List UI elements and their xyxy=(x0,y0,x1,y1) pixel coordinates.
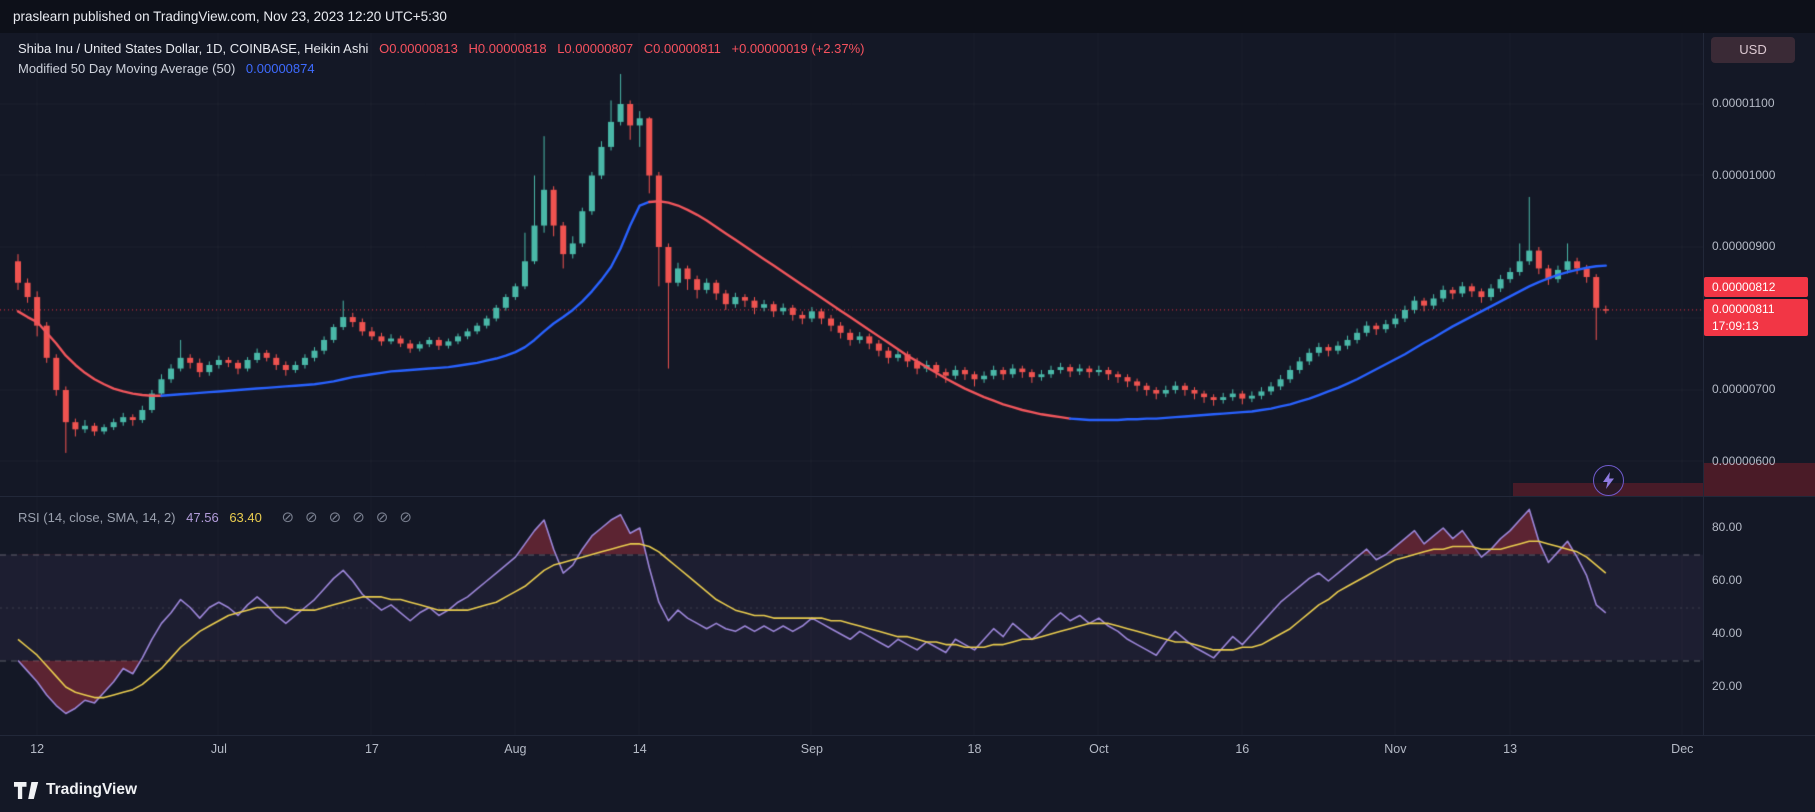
time-axis-border xyxy=(0,735,1815,736)
time-axis-label: Jul xyxy=(210,742,227,756)
time-axis-label: 13 xyxy=(1503,742,1518,756)
price-line-badge: 0.00000812 xyxy=(1704,277,1808,297)
price-axis-label: 0.00000900 xyxy=(1712,239,1776,253)
last-price-badge: 0.00000811 17:09:13 xyxy=(1704,299,1808,336)
footer-bar: TradingView xyxy=(0,768,1815,812)
lightning-icon xyxy=(1603,472,1614,489)
time-axis-label: Dec xyxy=(1671,742,1694,756)
time-axis-label: 12 xyxy=(30,742,45,756)
rsi-axis-label: 80.00 xyxy=(1712,520,1743,534)
time-axis-label: Nov xyxy=(1384,742,1407,756)
pane-divider[interactable] xyxy=(0,496,1815,497)
price-axis-border xyxy=(1703,33,1704,735)
time-axis[interactable] xyxy=(0,735,1815,768)
indicator-disabled-icons[interactable]: ⊘⊘⊘⊘⊘⊘ xyxy=(281,509,423,526)
rsi-axis-label: 40.00 xyxy=(1712,626,1743,640)
price-axis-label: 0.00000700 xyxy=(1712,382,1776,396)
currency-usd-button[interactable]: USD xyxy=(1711,37,1795,63)
bar-countdown: 17:09:13 xyxy=(1712,319,1759,333)
last-price-value: 0.00000811 xyxy=(1712,302,1775,316)
price-axis-label: 0.00000600 xyxy=(1712,453,1776,468)
rsi-chart-canvas[interactable] xyxy=(0,497,1703,735)
price-axis-label: 0.00001100 xyxy=(1712,96,1775,110)
highlight-axis-block xyxy=(1704,463,1815,496)
time-axis-label: 18 xyxy=(967,742,982,756)
tradingview-logo-icon[interactable] xyxy=(14,781,39,799)
time-axis-label: 14 xyxy=(632,742,647,756)
time-axis-label: Sep xyxy=(800,742,824,756)
time-axis-label: Aug xyxy=(504,742,527,756)
time-axis-label: Oct xyxy=(1089,742,1109,756)
price-axis-label: 0.00001000 xyxy=(1712,167,1776,182)
rsi-axis-label: 60.00 xyxy=(1712,573,1743,587)
publish-text: praslearn published on TradingView.com, … xyxy=(13,9,447,24)
time-axis-label: 16 xyxy=(1235,742,1250,756)
rsi-axis-label: 20.00 xyxy=(1712,679,1743,693)
tradingview-wordmark[interactable]: TradingView xyxy=(46,781,138,798)
price-chart-canvas[interactable] xyxy=(0,33,1703,497)
publish-bar: praslearn published on TradingView.com, … xyxy=(0,0,1815,33)
time-axis-label: 17 xyxy=(364,742,379,756)
lightning-boost-button[interactable] xyxy=(1593,465,1624,496)
